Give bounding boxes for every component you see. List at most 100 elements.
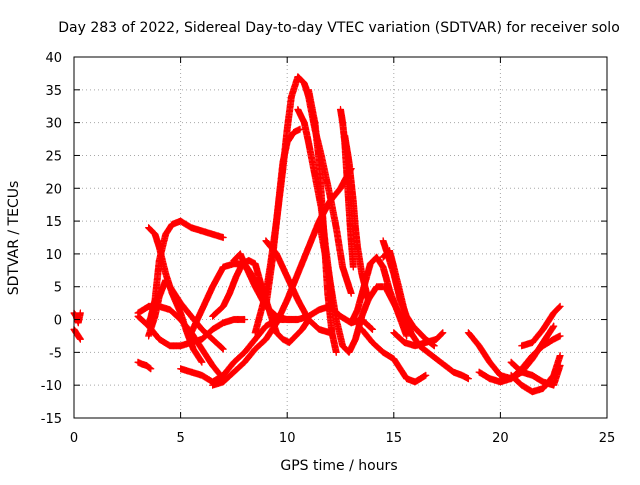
y-tick-label: 10: [45, 248, 62, 263]
data-point: [305, 244, 312, 251]
data-point: [328, 329, 335, 336]
data-point: [299, 326, 306, 333]
data-point: [390, 329, 397, 336]
data-point: [75, 332, 82, 339]
series-arc-24: [379, 237, 438, 350]
data-point: [252, 346, 259, 353]
data-point: [476, 369, 483, 376]
data-point: [198, 326, 205, 333]
data-point: [230, 316, 237, 323]
series-arc-03: [134, 358, 155, 373]
data-point: [390, 270, 397, 277]
data-point: [346, 159, 353, 166]
data-point: [424, 349, 431, 356]
data-point: [550, 309, 557, 316]
data-point: [380, 237, 387, 244]
data-point: [134, 359, 141, 366]
y-tick-label: 15: [45, 215, 62, 230]
data-point: [497, 378, 504, 385]
data-point: [301, 80, 308, 87]
data-series-layer: [70, 73, 564, 396]
data-point: [156, 336, 163, 343]
data-point: [397, 296, 404, 303]
data-point: [209, 283, 216, 290]
data-point: [550, 382, 557, 389]
data-point: [333, 316, 340, 323]
data-point: [209, 362, 216, 369]
data-point: [333, 224, 340, 231]
data-point: [326, 277, 333, 284]
y-tick-label: 35: [45, 84, 62, 99]
data-point: [518, 342, 525, 349]
data-point: [284, 296, 291, 303]
data-point: [316, 306, 323, 313]
series-arc-31: [518, 302, 564, 350]
data-point: [380, 254, 387, 261]
data-point: [294, 73, 301, 80]
data-point: [294, 270, 301, 277]
data-point: [433, 336, 440, 343]
data-point: [177, 365, 184, 372]
data-point: [346, 349, 353, 356]
data-point: [348, 290, 355, 297]
data-point: [284, 139, 291, 146]
data-point: [188, 369, 195, 376]
chart-title: Day 283 of 2022, Sidereal Day-to-day VTE…: [58, 20, 620, 36]
data-point: [275, 198, 282, 205]
data-point: [350, 198, 357, 205]
data-point: [220, 372, 227, 379]
data-point: [367, 260, 374, 267]
data-point: [486, 375, 493, 382]
data-point: [198, 372, 205, 379]
data-point: [416, 329, 423, 336]
data-point: [369, 326, 376, 333]
data-point: [459, 372, 466, 379]
data-point: [550, 336, 557, 343]
data-point: [401, 339, 408, 346]
data-point: [341, 132, 348, 139]
data-point: [441, 362, 448, 369]
data-point: [450, 369, 457, 376]
data-point: [262, 336, 269, 343]
data-point: [143, 362, 150, 369]
data-point: [273, 329, 280, 336]
data-point: [230, 369, 237, 376]
data-point: [557, 332, 564, 339]
data-point: [339, 264, 346, 271]
data-point: [279, 159, 286, 166]
data-point: [169, 221, 176, 228]
x-tick-label: 10: [279, 431, 296, 446]
data-point: [422, 372, 429, 379]
data-point: [301, 119, 308, 126]
series-arc-26: [390, 329, 447, 350]
data-point: [395, 309, 402, 316]
data-point: [220, 303, 227, 310]
data-point: [252, 283, 259, 290]
data-point: [358, 270, 365, 277]
data-point: [166, 342, 173, 349]
data-point: [269, 257, 276, 264]
data-point: [403, 375, 410, 382]
data-point: [380, 264, 387, 271]
data-point: [354, 244, 361, 251]
series-arc-01: [70, 309, 84, 327]
data-point: [162, 270, 169, 277]
series-arc-25: [358, 325, 430, 386]
data-point: [209, 231, 216, 238]
data-point: [220, 346, 227, 353]
data-point: [465, 329, 472, 336]
y-tick-label: 0: [54, 314, 62, 329]
data-point: [433, 355, 440, 362]
data-point: [75, 319, 82, 326]
data-point: [262, 303, 269, 310]
y-tick-label: 40: [45, 51, 62, 66]
data-point: [403, 313, 410, 320]
series-arc-21: [315, 217, 472, 383]
data-point: [134, 313, 141, 320]
x-tick-label: 5: [176, 431, 184, 446]
data-point: [77, 336, 84, 343]
data-point: [209, 382, 216, 389]
data-point: [262, 323, 269, 330]
data-point: [145, 224, 152, 231]
